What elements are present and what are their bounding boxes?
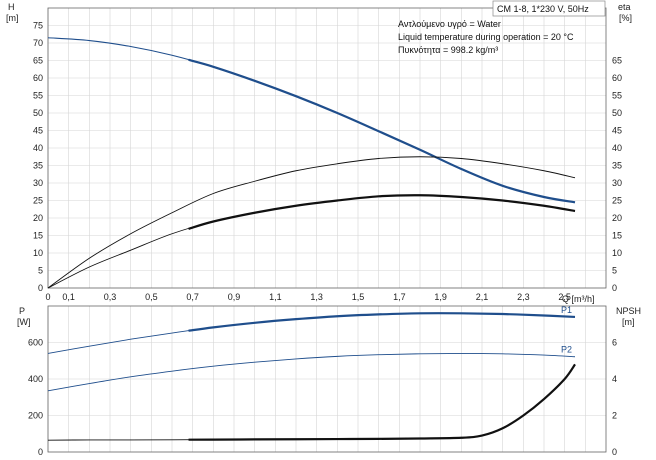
top-series-0-line	[47, 37, 576, 203]
eta-tick-label: 60	[612, 73, 622, 83]
h-tick-label: 65	[33, 56, 43, 66]
p-axis-unit: [W]	[17, 317, 31, 327]
bottom-series-0-line	[47, 312, 576, 354]
p-tick-label: 0	[38, 447, 43, 457]
h-tick-label: 75	[33, 21, 43, 31]
h-tick-label: 60	[33, 73, 43, 83]
h-tick-label: 35	[33, 161, 43, 171]
series-layer: P1 P2	[47, 37, 576, 441]
npsh-axis-label: NPSH	[616, 306, 641, 316]
p-axis-label: P	[19, 306, 25, 316]
q-tick-label: 1,5	[352, 292, 365, 302]
h-tick-label: 40	[33, 143, 43, 153]
eta-tick-label: 15	[612, 231, 622, 241]
bottom-series-2-line	[47, 364, 576, 441]
eta-tick-label: 65	[612, 56, 622, 66]
h-tick-label: 10	[33, 248, 43, 258]
q-tick-label: 1,9	[434, 292, 447, 302]
p-tick-label: 600	[28, 338, 43, 348]
top-series-1-line	[47, 156, 576, 289]
info-box: CM 1-8, 1*230 V, 50Hz Αντλούμενο υγρό = …	[398, 0, 606, 55]
eta-axis-label: eta	[618, 2, 631, 12]
q-tick-label: 1,1	[269, 292, 282, 302]
annotation-density: Πυκνότητα = 998.2 kg/m³	[398, 45, 498, 55]
h-tick-label: 20	[33, 213, 43, 223]
h-tick-label: 15	[33, 231, 43, 241]
q-tick-label: 0,7	[186, 292, 199, 302]
eta-tick-label: 30	[612, 178, 622, 188]
q-tick-label: 2,5	[558, 292, 571, 302]
q-tick-label: 1,7	[393, 292, 406, 302]
eta-tick-label: 55	[612, 91, 622, 101]
q-axis-label: Q [m³/h]	[562, 294, 595, 304]
p-tick-label: 400	[28, 374, 43, 384]
bottom-series-0-duty-range	[188, 312, 576, 332]
q-tick-label: 0,9	[228, 292, 241, 302]
bottom-panel-frame	[47, 305, 607, 453]
q-tick-label: 0,1	[62, 292, 75, 302]
series-label-p2: P2	[561, 345, 572, 355]
eta-tick-label: 20	[612, 213, 622, 223]
title-box	[492, 0, 606, 17]
annotation-liquid: Αντλούμενο υγρό = Water	[398, 19, 501, 29]
q-tick-label: 2,3	[517, 292, 530, 302]
h-tick-label: 45	[33, 126, 43, 136]
top-series-2-duty-range	[188, 194, 576, 230]
eta-tick-label: 0	[612, 283, 617, 293]
p-tick-label: 200	[28, 411, 43, 421]
h-axis-label: H	[8, 2, 15, 12]
series-label-p1: P1	[561, 305, 572, 315]
eta-tick-label: 50	[612, 108, 622, 118]
frame-layer	[47, 7, 607, 453]
q-tick-label: 0,5	[145, 292, 158, 302]
axis-label-layer: H [m] eta [%] P [W] NPSH [m] Q [m³/h]	[6, 2, 641, 327]
top-series-0-duty-range	[188, 58, 576, 204]
h-tick-label: 50	[33, 108, 43, 118]
top-panel-frame	[47, 7, 607, 289]
eta-tick-label: 45	[612, 126, 622, 136]
top-series-2-line	[47, 194, 576, 289]
q-tick-label: 1,3	[310, 292, 323, 302]
h-tick-label: 30	[33, 178, 43, 188]
h-tick-label: 55	[33, 91, 43, 101]
eta-tick-label: 5	[612, 266, 617, 276]
eta-tick-label: 10	[612, 248, 622, 258]
h-tick-label: 25	[33, 196, 43, 206]
eta-tick-label: 40	[612, 143, 622, 153]
chart-title: CM 1-8, 1*230 V, 50Hz	[497, 4, 589, 14]
npsh-tick-label: 2	[612, 411, 617, 421]
q-tick-label: 2,1	[476, 292, 489, 302]
h-tick-label: 70	[33, 38, 43, 48]
annotation-temperature: Liquid temperature during operation = 20…	[398, 32, 574, 42]
grid-layer	[47, 8, 606, 453]
eta-tick-label: 35	[612, 161, 622, 171]
q-tick-label: 0	[45, 292, 50, 302]
npsh-axis-unit: [m]	[622, 317, 635, 327]
npsh-tick-label: 4	[612, 374, 617, 384]
h-tick-label: 5	[38, 266, 43, 276]
npsh-tick-label: 6	[612, 338, 617, 348]
eta-axis-unit: [%]	[619, 13, 632, 23]
eta-tick-label: 25	[612, 196, 622, 206]
q-tick-label: 0,3	[104, 292, 117, 302]
tick-layer: 0510152025303540455055606570750510152025…	[28, 21, 622, 458]
bottom-series-2-duty-range	[188, 363, 576, 441]
npsh-tick-label: 0	[612, 447, 617, 457]
h-axis-unit: [m]	[6, 13, 19, 23]
h-tick-label: 0	[38, 283, 43, 293]
bottom-series-1-line	[47, 352, 576, 392]
